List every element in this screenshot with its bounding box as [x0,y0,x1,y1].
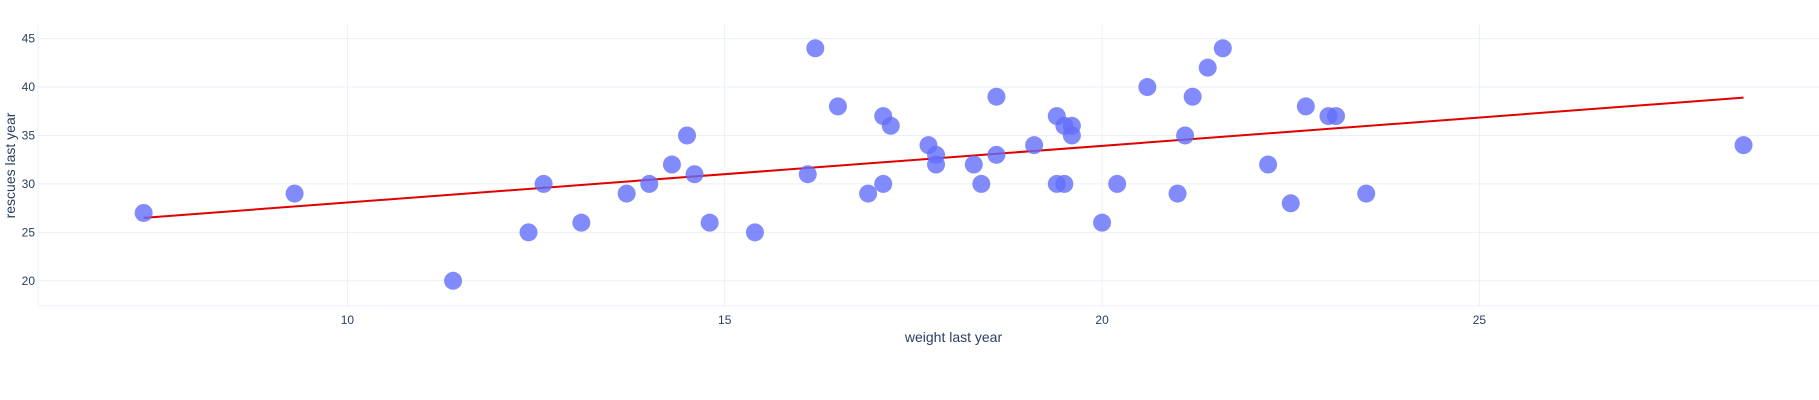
data-point [1734,136,1753,155]
data-point [678,126,697,145]
data-point [1296,97,1315,116]
x-tick-label: 10 [341,313,355,327]
y-tick-label: 45 [22,32,36,46]
data-point [987,87,1006,106]
data-point [881,116,900,135]
data-point [1259,155,1278,174]
data-point [1055,174,1074,193]
data-point [828,97,847,116]
data-point [285,184,304,203]
data-point [964,155,983,174]
data-point [1198,58,1217,77]
x-tick-label: 25 [1473,313,1487,327]
data-point [1183,87,1202,106]
axes [37,25,1819,307]
data-point [1327,107,1346,126]
y-tick-label: 35 [22,128,36,142]
data-point [519,223,538,242]
data-point [987,145,1006,164]
data-point [1108,174,1127,193]
data-point [1281,194,1300,213]
data-point [1062,126,1081,145]
data-point [134,203,153,222]
data-point [1168,184,1187,203]
data-point [534,174,553,193]
data-point [927,155,946,174]
grid-lines [38,25,1819,306]
data-point [662,155,681,174]
data-point [972,174,991,193]
data-point [1176,126,1195,145]
data-point [572,213,591,232]
data-point [1093,213,1112,232]
y-tick-label: 40 [22,80,36,94]
data-points [134,39,1753,290]
y-tick-label: 25 [22,225,36,239]
data-point [640,174,659,193]
data-point [798,165,817,184]
data-point [859,184,878,203]
data-point [1025,136,1044,155]
x-axis-title: weight last year [904,329,1003,345]
data-point [874,174,893,193]
data-point [685,165,704,184]
data-point [1213,39,1232,58]
x-tick-label: 15 [718,313,732,327]
y-tick-label: 30 [22,177,36,191]
data-point [1357,184,1376,203]
tick-labels: 10 15 20 25 20 25 30 35 40 45 [22,32,1487,327]
data-point [1138,78,1157,97]
data-point [806,39,825,58]
y-tick-label: 20 [22,274,36,288]
data-point [617,184,636,203]
data-point [444,271,463,290]
x-tick-label: 20 [1095,313,1109,327]
data-point [700,213,719,232]
y-axis-title: rescues last year [2,112,18,218]
data-point [745,223,764,242]
